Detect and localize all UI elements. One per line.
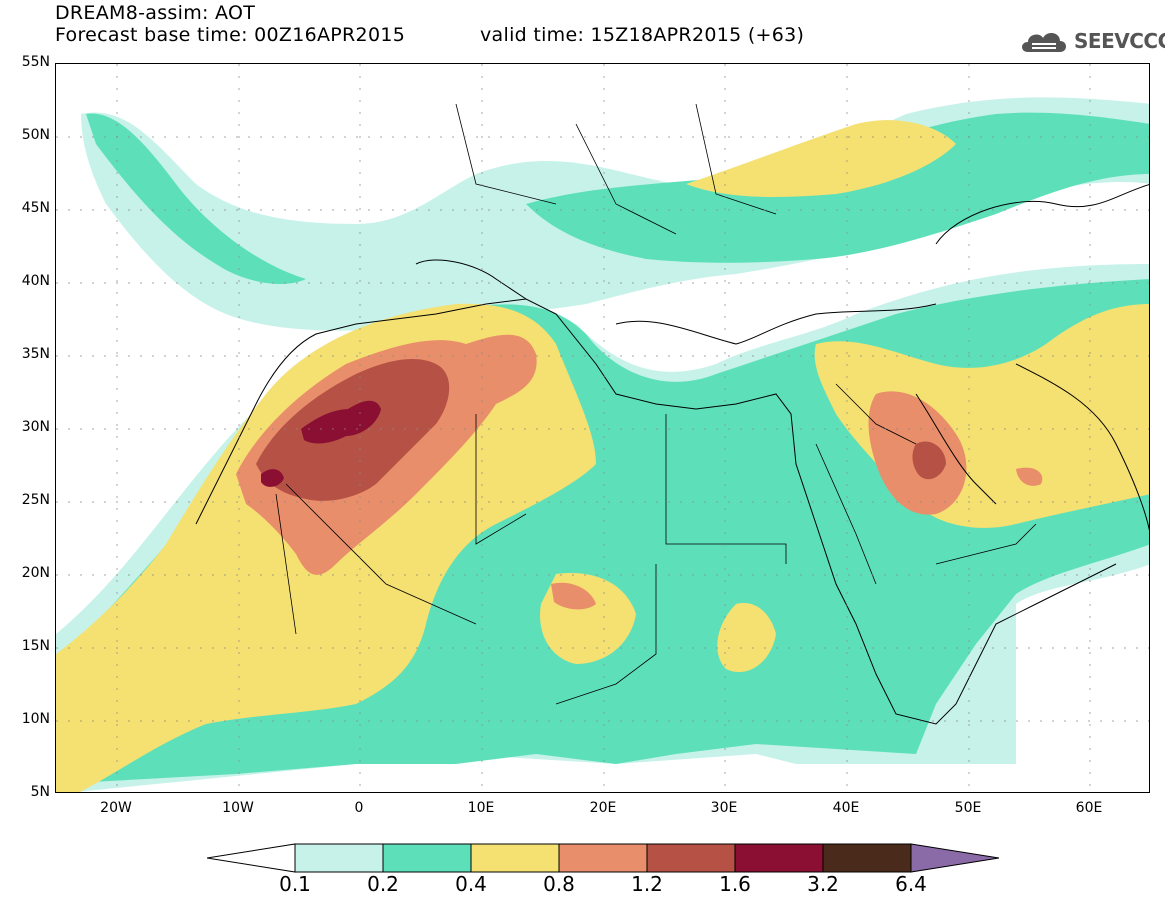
colorbar-bin: [470, 843, 560, 873]
colorbar-label: 0.8: [543, 872, 575, 896]
lon-label: 30E: [710, 800, 738, 816]
colorbar-bin: [734, 843, 824, 873]
cloud-icon: [1022, 32, 1066, 52]
lon-label: 50E: [954, 800, 982, 816]
lon-label: 20W: [100, 800, 132, 816]
lat-label: 15N: [21, 638, 50, 654]
colorbar-bin: [294, 843, 384, 873]
logo-text: SEEVCCC: [1074, 29, 1165, 53]
colorbar: [207, 843, 999, 873]
lon-label: 0: [354, 800, 364, 816]
lat-label: 10N: [21, 711, 50, 727]
colorbar-label: 1.2: [631, 872, 663, 896]
colorbar-bin: [382, 843, 472, 873]
lon-label: 10E: [467, 800, 495, 816]
forecast-base-time: Forecast base time: 00Z16APR2015: [55, 24, 406, 46]
lon-label: 20E: [589, 800, 617, 816]
aot-field: [56, 64, 1149, 792]
graticule: [56, 64, 1149, 792]
colorbar-label: 0.4: [455, 872, 487, 896]
lon-label: 40E: [832, 800, 860, 816]
aot-map: [55, 63, 1150, 793]
colorbar-label: 0.2: [367, 872, 399, 896]
colorbar-bin: [822, 843, 912, 873]
country-borders: [275, 103, 1037, 705]
lat-label: 5N: [30, 784, 50, 800]
colorbar-label: 0.1: [279, 872, 311, 896]
valid-time: valid time: 15Z18APR2015 (+63): [480, 24, 805, 46]
lat-label: 20N: [21, 565, 50, 581]
lon-label: 60E: [1075, 800, 1103, 816]
colorbar-low-triangle: [207, 843, 296, 873]
lat-label: 35N: [21, 346, 50, 362]
lat-label: 50N: [21, 127, 50, 143]
lat-label: 30N: [21, 419, 50, 435]
colorbar-bin: [646, 843, 736, 873]
colorbar-high-triangle: [910, 843, 999, 873]
colorbar-label: 1.6: [719, 872, 751, 896]
lat-label: 40N: [21, 273, 50, 289]
seevccc-logo: SEEVCCC: [1018, 26, 1165, 56]
lat-label: 55N: [21, 54, 50, 70]
lat-label: 25N: [21, 492, 50, 508]
aot-contour-1-6: [261, 400, 381, 487]
lon-label: 10W: [222, 800, 254, 816]
coastlines: [195, 184, 1149, 725]
colorbar-label: 3.2: [807, 872, 839, 896]
colorbar-label: 6.4: [895, 872, 927, 896]
map-title: DREAM8-assim: AOT: [55, 2, 256, 24]
lat-label: 45N: [21, 200, 50, 216]
colorbar-bin: [558, 843, 648, 873]
